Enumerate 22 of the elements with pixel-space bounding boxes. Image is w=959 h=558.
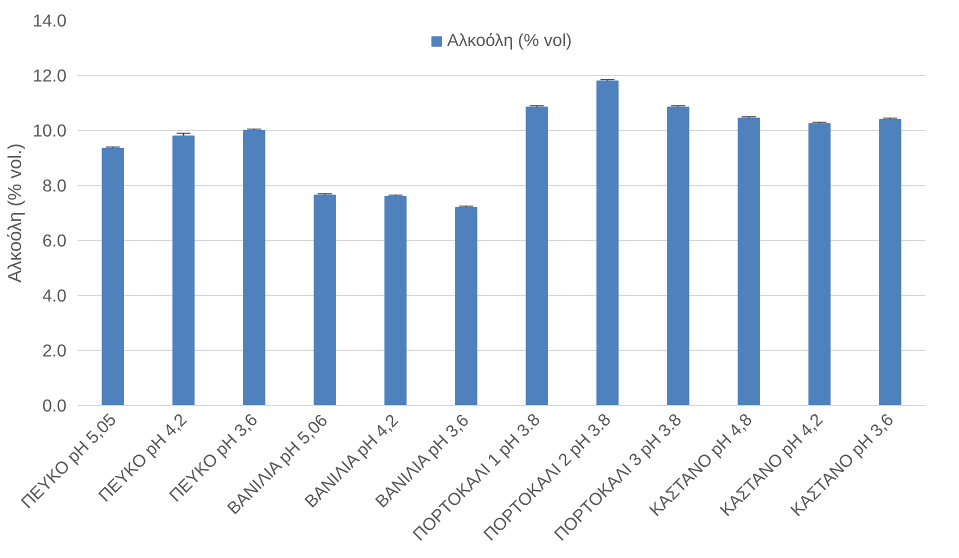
bar — [879, 119, 902, 406]
y-tick-label: 6.0 — [42, 230, 67, 250]
y-tick-label: 8.0 — [42, 176, 67, 196]
bar — [667, 106, 690, 406]
bar — [808, 123, 831, 406]
y-tick-label: 2.0 — [42, 340, 67, 360]
bar — [526, 106, 548, 406]
bar — [172, 136, 195, 406]
y-tick-label: 12.0 — [32, 66, 67, 86]
y-tick-label: 14.0 — [32, 10, 67, 30]
bar — [102, 148, 124, 406]
bar — [243, 130, 266, 406]
y-tick-label: 0.0 — [42, 396, 67, 416]
y-axis-title: Αλκοόλη (% vol.) — [4, 143, 25, 283]
bar — [455, 207, 478, 406]
legend-label: Αλκοόλη (% vol) — [447, 30, 572, 51]
y-tick-label: 10.0 — [32, 120, 67, 140]
bar — [314, 194, 336, 406]
bar — [596, 80, 619, 406]
y-tick-label: 4.0 — [42, 286, 67, 306]
bar — [384, 196, 407, 406]
bar — [738, 118, 760, 406]
